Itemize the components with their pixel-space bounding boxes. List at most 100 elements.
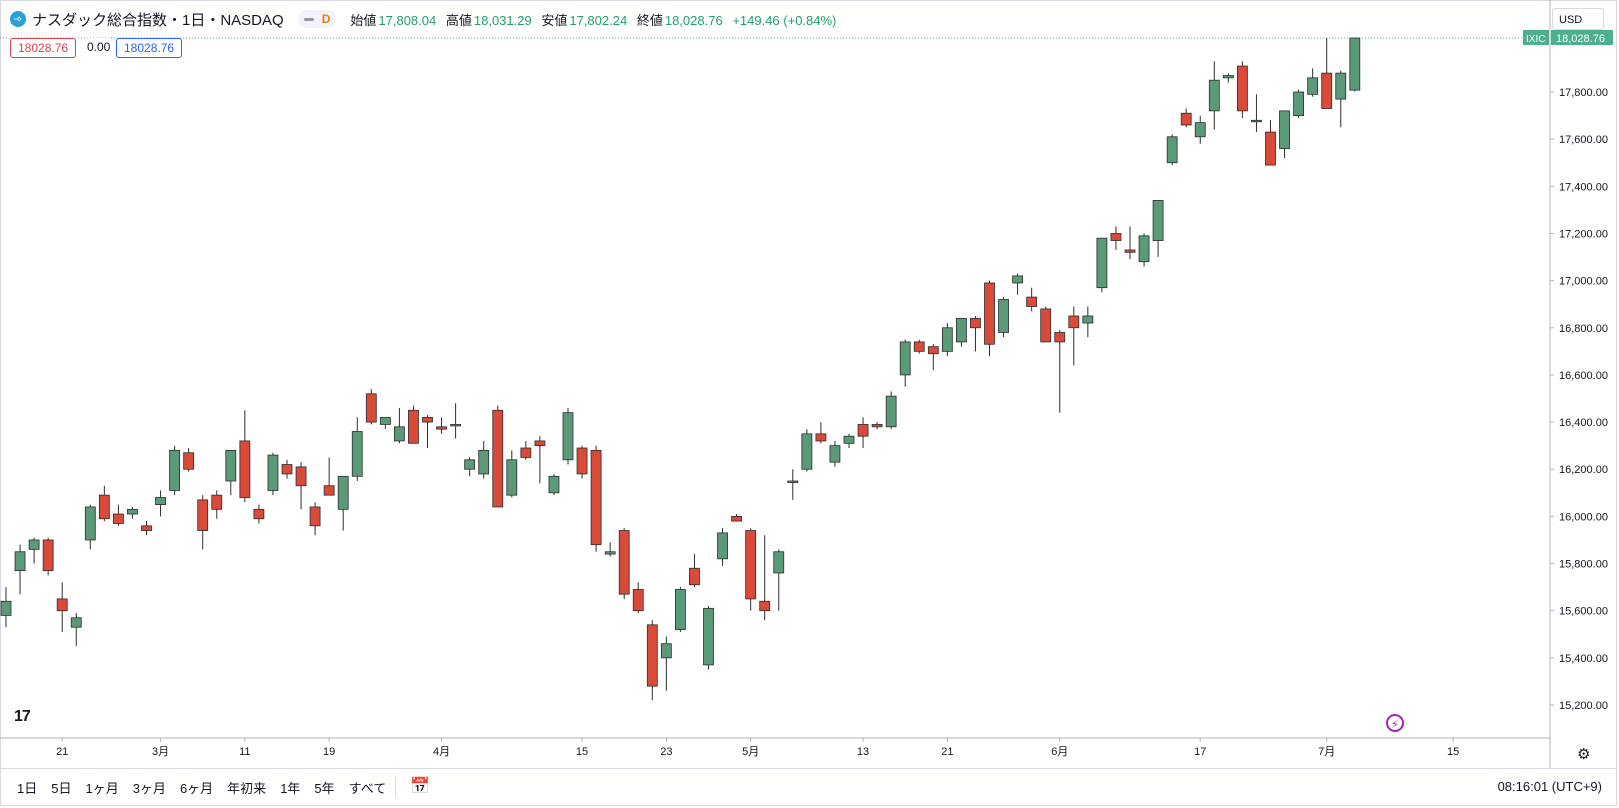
flash-icon[interactable]: ⚡ [1386,714,1404,732]
candle-body [1222,75,1234,79]
candle-body [337,475,349,510]
tradingview-logo-icon[interactable]: 17 [14,708,31,725]
x-tick-label: 11 [239,746,250,758]
range-5y-button[interactable]: 5年 [314,781,335,796]
clock-readout[interactable]: 08:16:01 (UTC+9) [1497,779,1602,794]
candle-body [590,449,602,546]
y-tick-label: 17,400.00 [1559,181,1608,193]
candle-body [1321,72,1333,109]
minus-icon [303,17,314,21]
candles-layer [0,37,1361,701]
candle-body [211,494,223,510]
range-3m-button[interactable]: 3ヶ月 [132,781,166,796]
x-tick-label: 3月 [152,746,169,758]
ohlc-readout: 始値 17,808.04 高値 18,031.29 安値 17,802.24 終値 18… [350,10,836,29]
candle-body [1307,77,1319,95]
high-value: 18,031.29 [473,12,532,28]
symbol-title[interactable]: ナスダック総合指数・1日・NASDAQ [32,11,284,29]
candle-body [351,431,363,477]
range-all-button[interactable]: すべて [348,781,387,796]
calendar-icon[interactable]: 📅 [410,778,430,795]
candle-body [281,464,293,475]
candle-body [365,393,377,423]
candle-body [1237,65,1248,112]
x-tick-label: 21 [941,746,953,758]
x-tick-label: 7月 [1318,746,1335,758]
x-tick-label: 23 [660,746,672,758]
candle-body [98,494,110,520]
y-tick-label: 16,400.00 [1559,417,1608,429]
candle-body [885,395,897,428]
interval-pill[interactable]: D [297,10,337,28]
candle-body [773,551,785,574]
low-label: 安値 [541,12,568,28]
range-6m-button[interactable]: 6ヶ月 [179,781,214,796]
candle-body [1166,136,1178,164]
symbol-tag [1523,30,1549,46]
x-tick-label: 21 [56,746,68,758]
x-tick-label: 4月 [433,746,450,758]
candle-body [604,551,616,555]
candle-body [225,449,237,482]
price-tag [1551,30,1613,46]
candle-body [927,346,939,355]
candle-body [717,532,728,560]
y-tick-label: 16,800.00 [1559,323,1608,335]
range-1m-button[interactable]: 1ヶ月 [85,781,119,796]
time-axis: 21 3月 11 19 4月 15 23 5月 13 21 6月 17 7月 15 [0,737,1550,758]
candle-body [1124,249,1136,253]
candle-body [1012,275,1023,284]
candle-body [1180,112,1192,126]
candle-body [56,598,68,612]
candle-body [127,508,138,515]
candle-body [478,449,490,475]
x-tick-label: 6月 [1051,746,1068,758]
candle-body [1082,315,1094,324]
candle-body [1040,308,1052,343]
candle-body [183,452,195,470]
candle-body [492,409,504,508]
candle-body [1054,332,1066,343]
candle-body [141,525,152,531]
candle-body [801,433,813,470]
open-value: 17,808.04 [378,12,437,28]
range-ytd-button[interactable]: 年初来 [227,781,267,796]
candle-body [1279,110,1290,149]
candle-body [393,426,405,442]
y-tick-label: 16,000.00 [1559,511,1608,523]
x-tick-label: 13 [857,746,869,758]
low-value: 17,802.24 [569,12,628,28]
candle-body [1138,235,1150,263]
currency-selector[interactable]: USD [1552,8,1604,30]
x-tick-label: 15 [576,746,588,758]
symbol-logo-icon: ➾ [10,11,26,27]
range-1y-button[interactable]: 1年 [280,781,301,796]
range-5d-button[interactable]: 5日 [51,781,72,796]
range-1d-button[interactable]: 1日 [17,781,38,796]
high-label: 高値 [445,12,472,28]
candle-body [0,600,12,616]
y-tick-label: 15,400.00 [1559,653,1608,665]
candle-body [913,341,925,352]
candle-body [1110,233,1122,241]
x-tick-label: 19 [323,746,335,758]
change-value: +149.46 (+0.84%) [732,12,837,28]
candle-body [197,499,209,531]
price-tag-label: 18,028.76 [1556,33,1605,45]
candle-body [731,515,742,522]
gear-icon[interactable]: ⚙ [1577,746,1591,763]
candle-body [998,299,1009,333]
candle-body [815,433,827,442]
value-badge-1: 18028.76 [10,38,77,58]
y-tick-label: 17,200.00 [1559,228,1608,240]
candle-body [759,600,771,612]
y-tick-label: 15,600.00 [1559,606,1608,618]
candle-body [422,416,433,423]
candle-body [576,447,588,475]
candle-body [618,530,630,595]
candle-body [113,513,124,524]
candle-body [1152,200,1164,241]
candle-body [1096,237,1108,289]
interval-badge: D [321,12,331,26]
